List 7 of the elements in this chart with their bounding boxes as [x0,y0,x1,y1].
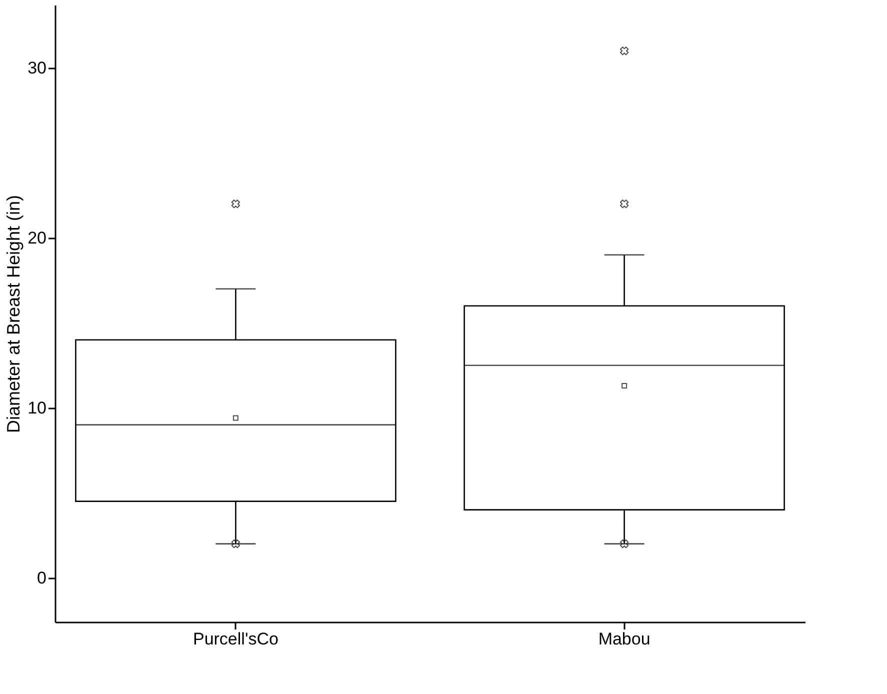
x-tick-label: Mabou [598,630,650,648]
y-tick-label: 20 [28,228,46,248]
y-axis-title: Diameter at Breast Height (in) [4,194,24,434]
y-tick-label: 30 [28,58,46,78]
y-tick-label: 0 [37,568,46,588]
y-tick-label: 10 [28,398,46,418]
x-tick-label: Purcell'sCo [192,630,278,648]
